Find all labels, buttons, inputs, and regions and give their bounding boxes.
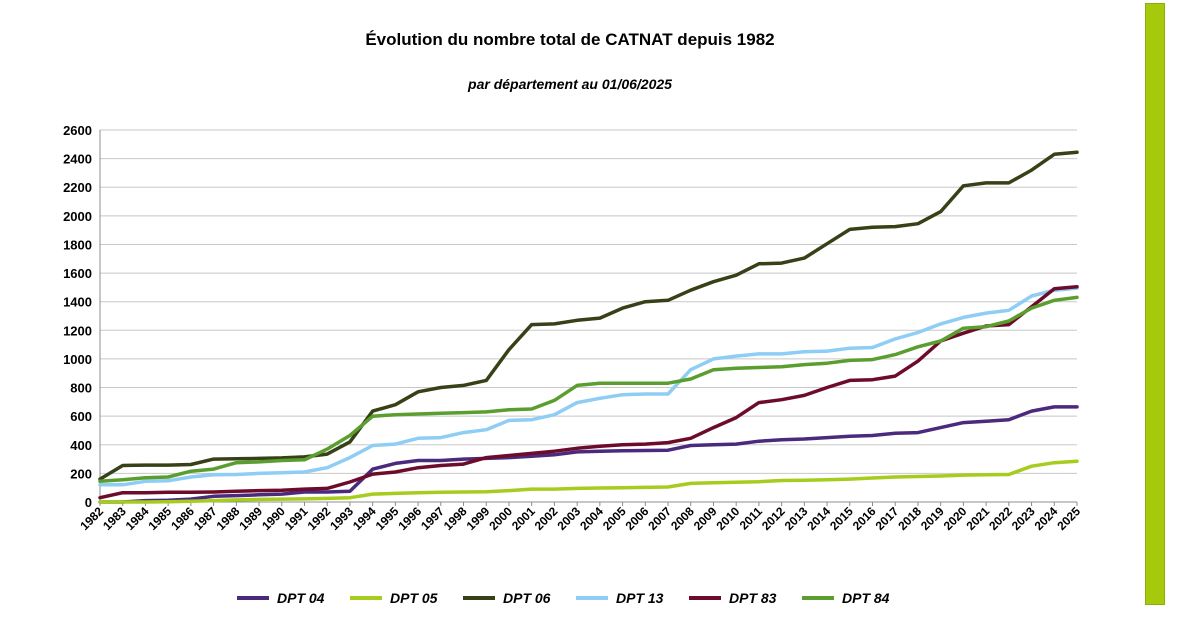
x-tick-label-2004: 2004 [577, 504, 606, 533]
x-tick-label-2023: 2023 [1009, 504, 1038, 533]
x-tick-label-1998: 1998 [441, 504, 470, 533]
x-tick-label-2019: 2019 [918, 504, 947, 533]
axes [99, 130, 1078, 506]
y-tick-label-2000: 2000 [63, 209, 92, 224]
legend-label-dpt-83: DPT 83 [729, 590, 777, 606]
x-tick-label-1993: 1993 [327, 504, 356, 533]
x-tick-label-1984: 1984 [123, 504, 152, 533]
x-tick-label-2012: 2012 [759, 504, 788, 533]
x-tick-label-2006: 2006 [623, 504, 652, 533]
x-tick-label-1994: 1994 [350, 504, 379, 533]
x-tick-label-1989: 1989 [236, 504, 265, 533]
legend: DPT 04 DPT 05 DPT 06 DPT 13 DPT 83 DPT 84 [237, 590, 890, 606]
y-tick-label-200: 200 [70, 466, 92, 481]
y-tick-label-1200: 1200 [63, 323, 92, 338]
x-tick-label-2024: 2024 [1032, 504, 1061, 533]
y-tick-label-400: 400 [70, 438, 92, 453]
x-tick-label-2009: 2009 [691, 504, 720, 533]
series-line-dpt-13 [98, 286, 1079, 487]
x-tick-label-1985: 1985 [146, 504, 175, 533]
x-tick-label-2020: 2020 [941, 504, 970, 533]
x-tick-label-2005: 2005 [600, 504, 629, 533]
gridlines [100, 129, 1077, 503]
y-tick-label-1000: 1000 [63, 352, 92, 367]
x-tick-label-2013: 2013 [782, 504, 811, 533]
chart-title: Évolution du nombre total de CATNAT depu… [365, 30, 775, 49]
x-tick-label-2008: 2008 [668, 504, 697, 533]
y-axis-ticks: 0 200 400 600 800 1000 1200 1400 1600 1800 2000 220… [63, 123, 92, 510]
x-tick-label-2001: 2001 [509, 504, 538, 533]
y-tick-label-2200: 2200 [63, 180, 92, 195]
y-tick-label-600: 600 [70, 409, 92, 424]
y-tick-label-800: 800 [70, 381, 92, 396]
x-tick-label-1991: 1991 [282, 504, 311, 533]
y-tick-label-2600: 2600 [63, 123, 92, 138]
x-tick-label-1988: 1988 [214, 504, 243, 533]
x-tick-label-1997: 1997 [418, 504, 447, 533]
series-line-dpt-05 [98, 459, 1079, 504]
y-tick-label-2400: 2400 [63, 152, 92, 167]
y-tick-label-0: 0 [85, 495, 92, 510]
x-tick-label-1995: 1995 [373, 504, 402, 533]
x-tick-label-2017: 2017 [873, 504, 902, 533]
x-tick-label-1996: 1996 [395, 504, 424, 533]
x-tick-label-1987: 1987 [191, 504, 220, 533]
x-axis-ticks: 1982198319841985198619871988198919901991… [77, 504, 1083, 533]
x-tick-label-1990: 1990 [259, 504, 288, 533]
x-tick-label-1992: 1992 [305, 504, 334, 533]
series-lines [98, 150, 1079, 504]
x-tick-label-2014: 2014 [804, 504, 833, 533]
x-tick-label-1999: 1999 [464, 504, 493, 533]
x-tick-label-2016: 2016 [850, 504, 879, 533]
line-chart: 0 200 400 600 800 1000 1200 1400 1600 1800 2000 220… [63, 123, 1083, 606]
series-line-dpt-84 [98, 295, 1079, 484]
legend-label-dpt-13: DPT 13 [616, 590, 664, 606]
x-tick-label-2021: 2021 [963, 504, 992, 533]
y-tick-label-1800: 1800 [63, 237, 92, 252]
x-tick-label-2000: 2000 [486, 504, 515, 533]
series-line-dpt-06 [98, 150, 1079, 481]
x-tick-label-1983: 1983 [100, 504, 129, 533]
x-tick-label-2011: 2011 [737, 504, 766, 533]
legend-label-dpt-06: DPT 06 [503, 590, 551, 606]
x-tick-label-2025: 2025 [1054, 504, 1083, 533]
y-tick-label-1600: 1600 [63, 266, 92, 281]
series-line-dpt-04 [98, 405, 1079, 504]
x-tick-label-2018: 2018 [895, 504, 924, 533]
x-tick-label-2007: 2007 [645, 504, 674, 533]
chart-subtitle: par département au 01/06/2025 [468, 76, 672, 92]
x-tick-label-2010: 2010 [714, 504, 743, 533]
x-tick-label-2002: 2002 [532, 504, 561, 533]
legend-label-dpt-04: DPT 04 [277, 590, 325, 606]
y-tick-label-1400: 1400 [63, 295, 92, 310]
x-tick-label-2022: 2022 [986, 504, 1015, 533]
x-tick-label-2003: 2003 [554, 504, 583, 533]
x-tick-label-1986: 1986 [168, 504, 197, 533]
series-line-dpt-83 [98, 284, 1079, 500]
legend-label-dpt-84: DPT 84 [842, 590, 890, 606]
x-tick-label-2015: 2015 [827, 504, 856, 533]
decorative-side-bar [1145, 3, 1165, 605]
legend-label-dpt-05: DPT 05 [390, 590, 438, 606]
x-tick-label-1982: 1982 [77, 504, 106, 533]
